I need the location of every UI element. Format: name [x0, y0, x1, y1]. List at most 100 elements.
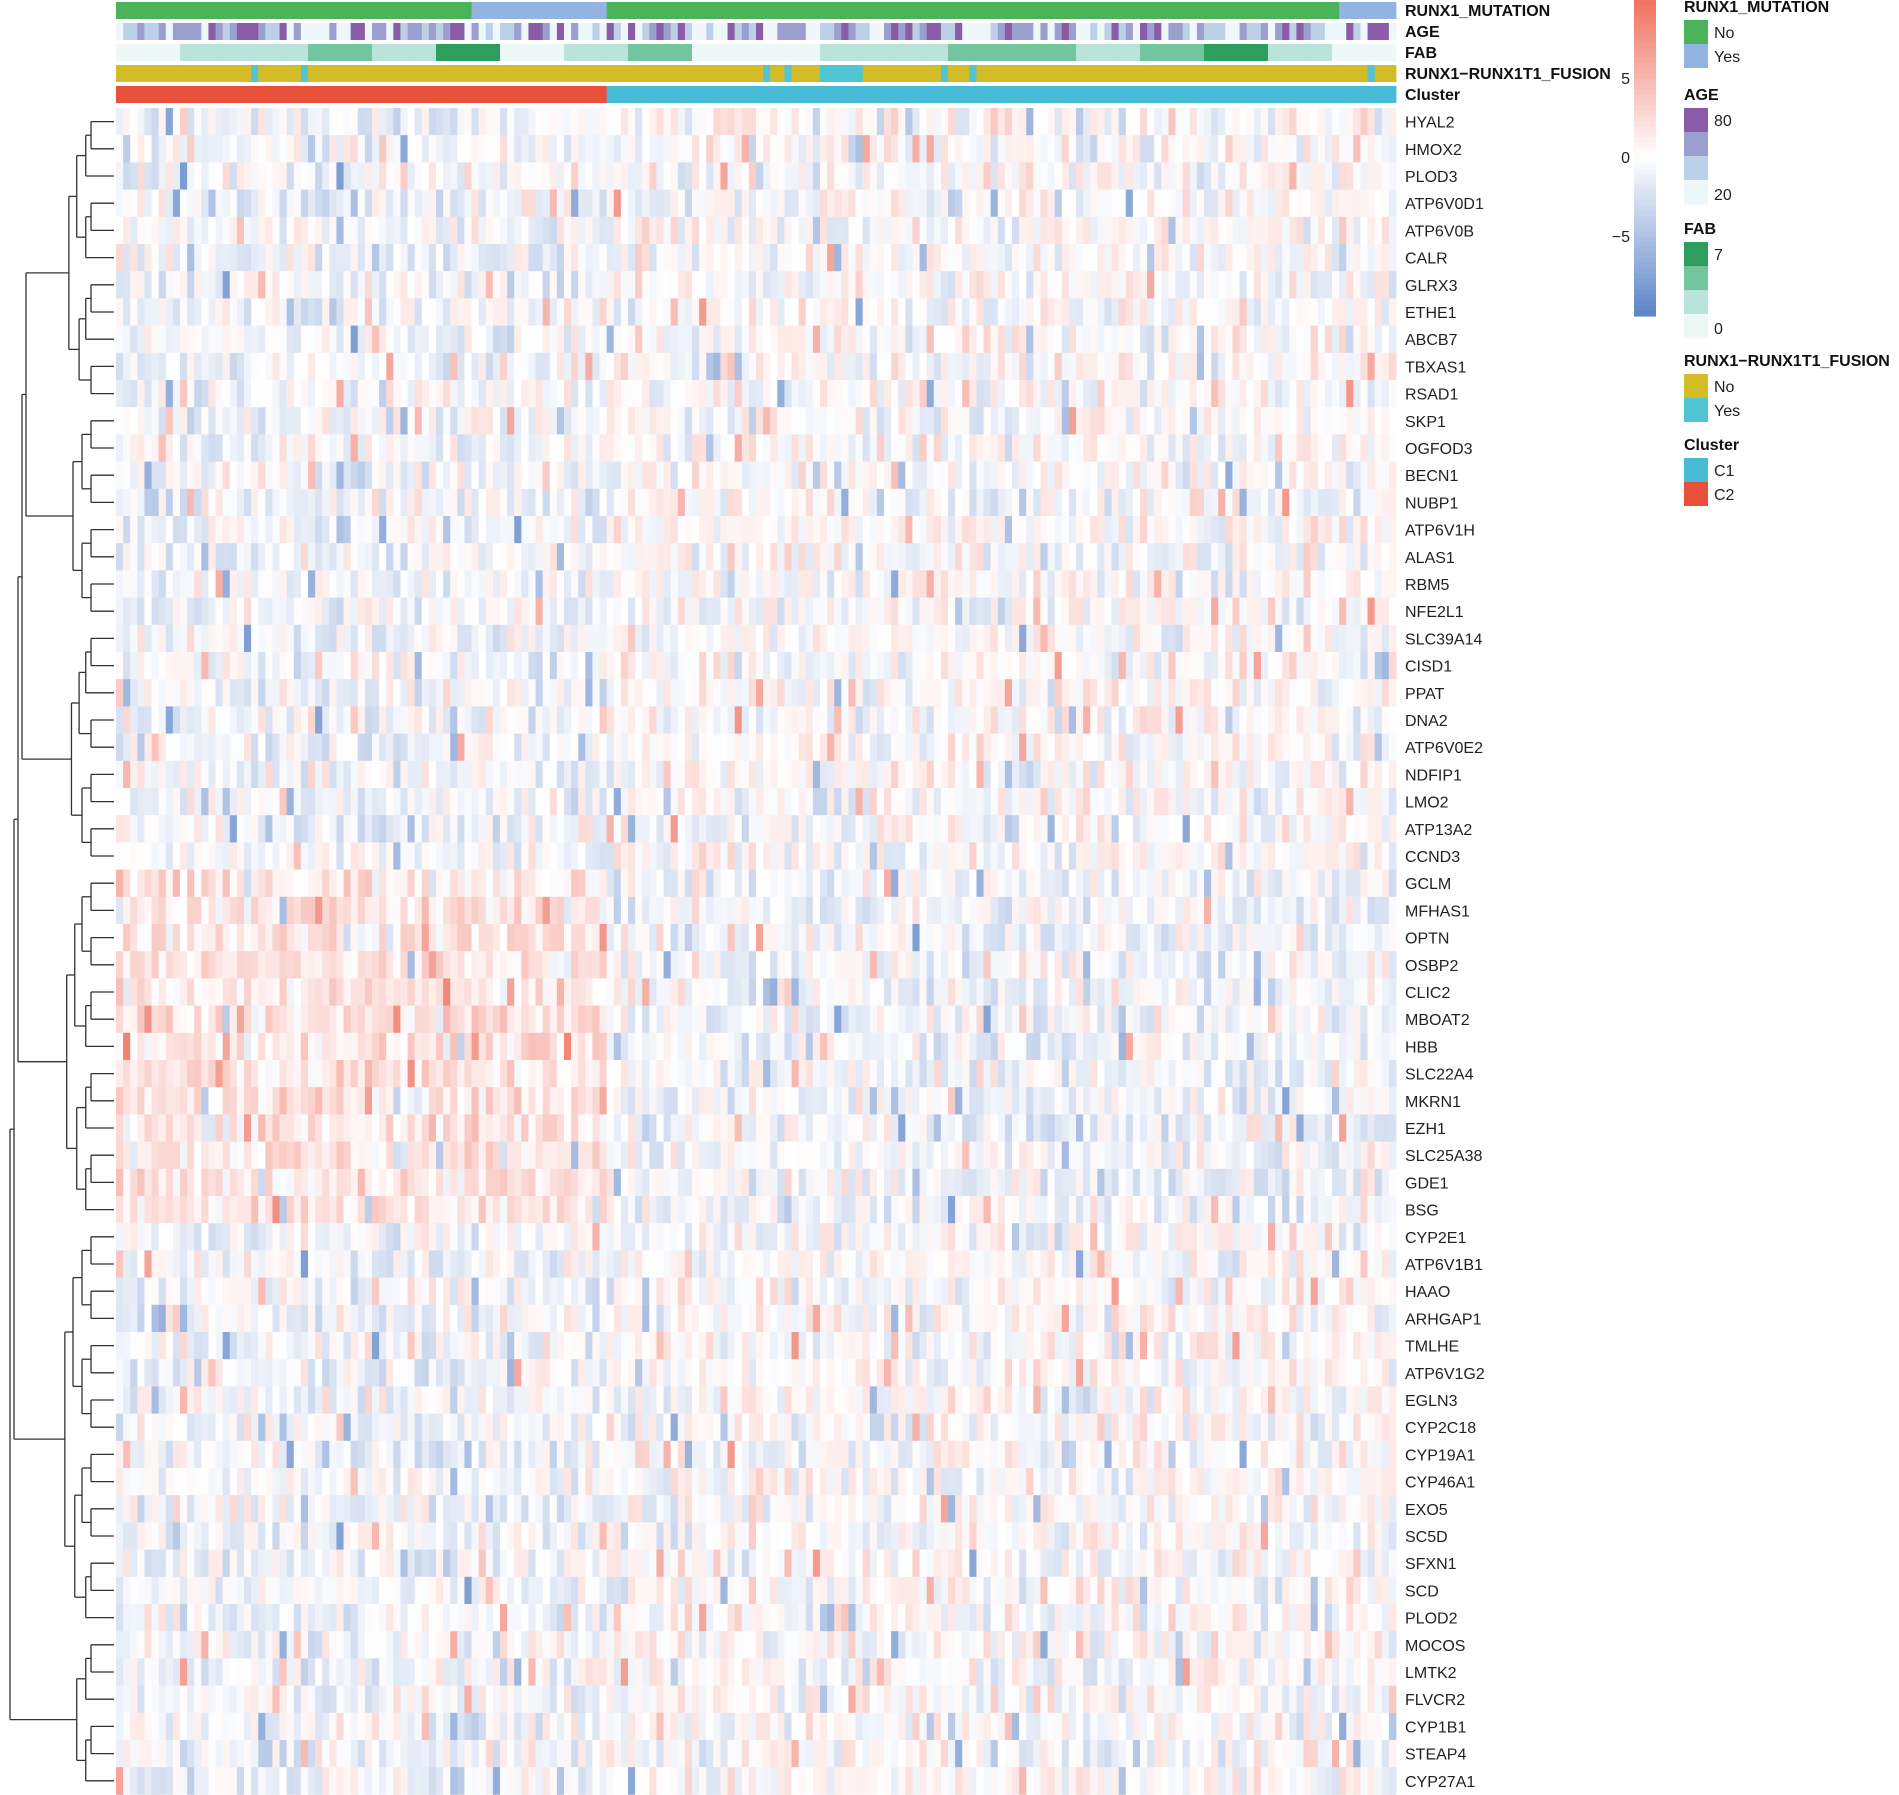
heatmap-cell [1061, 570, 1070, 598]
heatmap-cell [628, 461, 636, 490]
heatmap-cell [158, 135, 167, 163]
heatmap-cell [272, 733, 280, 762]
heatmap-cell [436, 488, 444, 517]
heatmap-cell [940, 244, 949, 272]
heatmap-cell [912, 298, 920, 326]
annotation-cell [1324, 44, 1333, 61]
heatmap-cell [329, 488, 337, 517]
heatmap-cell [393, 434, 401, 462]
heatmap-cell [763, 108, 771, 136]
heatmap-cell [1239, 624, 1248, 653]
annotation-cell [528, 23, 536, 40]
heatmap-cell [955, 380, 963, 408]
heatmap-cell [770, 244, 778, 272]
heatmap-cell [741, 733, 750, 762]
heatmap-cell [1225, 380, 1233, 408]
heatmap-cell [969, 380, 977, 408]
heatmap-cell [315, 189, 323, 218]
heatmap-cell [1132, 352, 1141, 381]
heatmap-cell [1026, 652, 1034, 680]
heatmap-cell [130, 352, 138, 381]
annotation-cell [521, 23, 529, 40]
heatmap-cell [940, 434, 949, 462]
heatmap-cell [990, 352, 999, 381]
heatmap-cell [158, 706, 167, 734]
heatmap-cell [187, 434, 195, 462]
heatmap-cell [1168, 597, 1176, 626]
heatmap-cell [756, 325, 764, 354]
heatmap-cell [1310, 679, 1319, 707]
heatmap-cell [969, 216, 977, 245]
heatmap-cell [997, 624, 1006, 653]
heatmap-cell [1289, 352, 1297, 381]
heatmap-cell [1260, 706, 1269, 734]
annotation-cell [1161, 23, 1169, 40]
heatmap-cell [805, 706, 814, 734]
heatmap-cell [542, 108, 551, 136]
heatmap-cell [564, 516, 572, 544]
heatmap-cell [172, 216, 181, 245]
heatmap-cell [990, 652, 999, 680]
heatmap-cell [421, 162, 430, 190]
heatmap-cell [379, 162, 387, 190]
annotation-cell [485, 23, 494, 40]
heatmap-cell [1204, 516, 1212, 544]
heatmap-cell [492, 543, 501, 571]
heatmap-cell [1253, 706, 1262, 734]
heatmap-cell [777, 135, 785, 163]
heatmap-cell [1147, 461, 1155, 490]
annotation-cell [635, 44, 643, 61]
heatmap-cell [670, 434, 679, 462]
heatmap-cell [606, 135, 615, 163]
heatmap-cell [521, 733, 529, 762]
heatmap-cell [158, 380, 167, 408]
heatmap-cell [386, 570, 394, 598]
heatmap-cell [443, 543, 451, 571]
heatmap-cell [1147, 325, 1155, 354]
heatmap-cell [734, 434, 743, 462]
heatmap-cell [1161, 679, 1169, 707]
heatmap-cell [656, 570, 664, 598]
heatmap-cell [649, 488, 657, 517]
heatmap-cell [478, 108, 487, 136]
heatmap-cell [485, 271, 494, 299]
annotation-cell [1097, 44, 1105, 61]
annotation-cell [1296, 44, 1304, 61]
heatmap-cell [1175, 108, 1184, 136]
heatmap-cell [407, 516, 416, 544]
heatmap-cell [123, 461, 131, 490]
heatmap-cell [379, 434, 387, 462]
heatmap-cell [379, 135, 387, 163]
heatmap-cell [912, 706, 920, 734]
heatmap-cell [1239, 298, 1248, 326]
annotation-cell [1275, 23, 1283, 40]
heatmap-cell [137, 434, 145, 462]
heatmap-cell [1332, 352, 1340, 381]
heatmap-cell [1140, 189, 1148, 218]
heatmap-cell [1367, 380, 1376, 408]
heatmap-cell [315, 733, 323, 762]
heatmap-cell [1040, 706, 1048, 734]
heatmap-cell [684, 244, 693, 272]
heatmap-cell [507, 244, 515, 272]
heatmap-cell [1019, 135, 1027, 163]
heatmap-cell [151, 706, 160, 734]
heatmap-cell [713, 543, 721, 571]
heatmap-cell [492, 461, 501, 490]
heatmap-cell [116, 216, 124, 245]
heatmap-cell [649, 407, 657, 435]
heatmap-cell [1040, 543, 1048, 571]
heatmap-cell [670, 216, 679, 245]
heatmap-cell [1068, 543, 1077, 571]
heatmap-cell [997, 434, 1006, 462]
heatmap-cell [713, 162, 721, 190]
heatmap-cell [144, 216, 152, 245]
heatmap-cell [251, 352, 259, 381]
heatmap-cell [1253, 108, 1262, 136]
heatmap-cell [948, 244, 956, 272]
heatmap-cell [635, 108, 643, 136]
heatmap-cell [720, 733, 728, 762]
heatmap-row [116, 189, 1397, 218]
heatmap-cell [236, 434, 245, 462]
annotation-cell [386, 23, 394, 40]
